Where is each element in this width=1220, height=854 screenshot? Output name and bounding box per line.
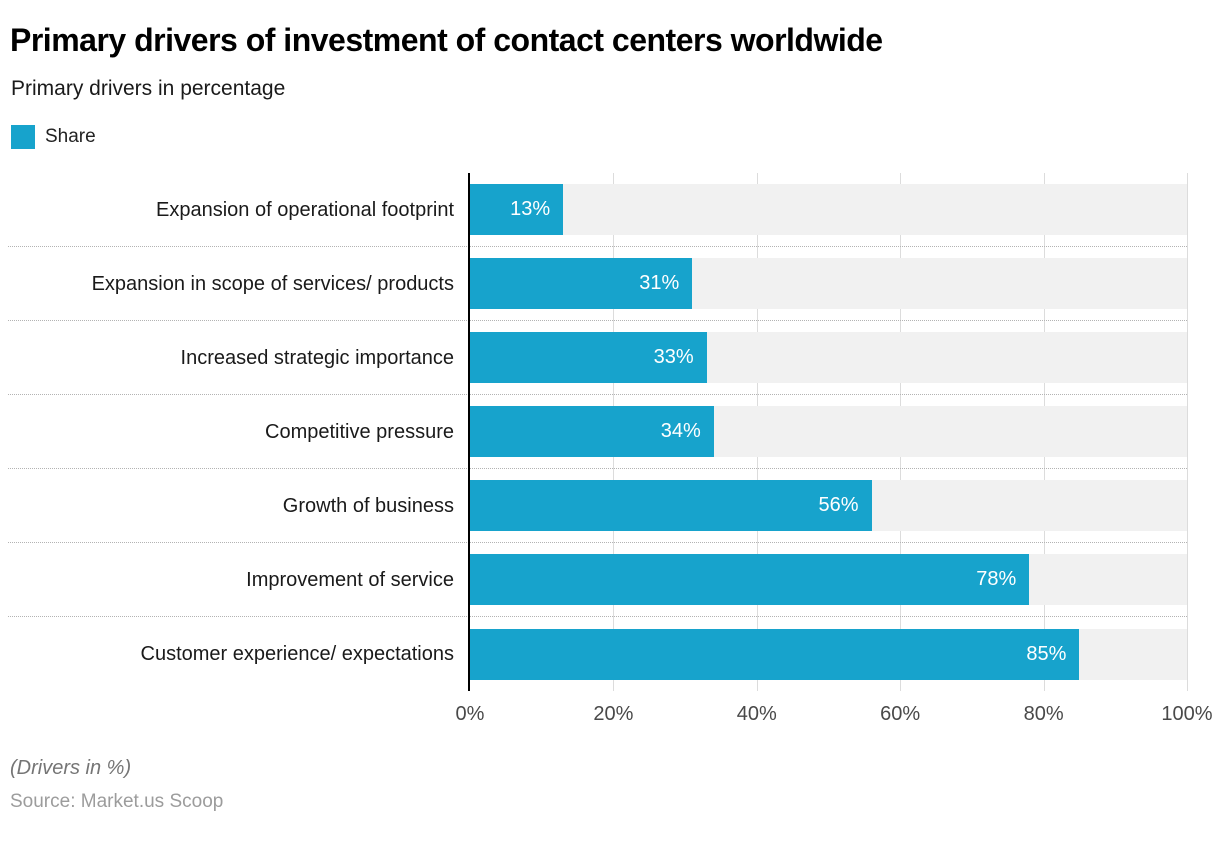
bar-chart: Expansion of operational footprint 13% Exp… xyxy=(0,173,1220,735)
x-tick-label: 20% xyxy=(593,703,634,725)
value-label: 31% xyxy=(639,272,680,294)
category-label: Growth of business xyxy=(282,494,454,517)
bar-cell: 78% xyxy=(470,554,1187,605)
value-label: 13% xyxy=(510,198,551,220)
bar-track xyxy=(470,184,1187,235)
chart-row: Competitive pressure 34% xyxy=(8,395,1187,469)
plot-area: Expansion of operational footprint 13% Exp… xyxy=(8,173,1188,691)
bar-cell: 56% xyxy=(470,480,1187,531)
bar-cell: 85% xyxy=(470,628,1187,680)
bar-cell: 34% xyxy=(470,406,1187,457)
category-label: Competitive pressure xyxy=(265,420,454,443)
chart-row: Growth of business 56% xyxy=(8,469,1187,543)
bar: 13% xyxy=(470,184,564,235)
y-axis-line xyxy=(468,173,470,691)
page-title: Primary drivers of investment of contact… xyxy=(10,22,883,58)
chart-row: Increased strategic importance 33% xyxy=(8,321,1187,395)
x-tick-label: 0% xyxy=(455,703,485,725)
x-tick-label: 100% xyxy=(1161,703,1213,725)
gridline xyxy=(1187,173,1188,691)
legend-swatch xyxy=(11,125,35,149)
category-label: Customer experience/ expectations xyxy=(140,643,455,665)
x-tick-label: 80% xyxy=(1023,703,1064,725)
chart-row: Customer experience/ expectations 85% xyxy=(8,617,1187,691)
value-label: 33% xyxy=(653,346,694,368)
source-text: Source: Market.us Scoop xyxy=(10,791,224,812)
chart-row: Improvement of service 78% xyxy=(8,543,1187,617)
bar: 56% xyxy=(470,480,872,531)
footer-note: (Drivers in %) xyxy=(10,757,132,779)
x-tick-label: 60% xyxy=(880,703,921,725)
value-label: 85% xyxy=(1026,642,1067,665)
bar: 85% xyxy=(470,628,1080,680)
bar: 33% xyxy=(470,332,707,383)
chart-rows: Expansion of operational footprint 13% Exp… xyxy=(8,173,1187,691)
chart-row: Expansion in scope of services/ products… xyxy=(8,247,1187,321)
bar: 31% xyxy=(470,258,693,309)
value-label: 78% xyxy=(976,568,1017,590)
x-tick-label: 40% xyxy=(736,703,777,725)
category-label: Improvement of service xyxy=(246,568,454,591)
legend: Share xyxy=(0,101,1220,149)
chart-subtitle: Primary drivers in percentage xyxy=(11,77,286,100)
legend-label: Share xyxy=(45,126,96,147)
x-axis: 0% 20% 40% 60% 80% 100% xyxy=(456,691,1213,735)
bar-cell: 31% xyxy=(470,258,1187,309)
category-label: Expansion of operational footprint xyxy=(156,198,454,221)
bar: 78% xyxy=(470,554,1030,605)
value-label: 34% xyxy=(660,420,701,442)
bar-cell: 33% xyxy=(470,332,1187,383)
category-label: Increased strategic importance xyxy=(180,346,454,369)
bar: 34% xyxy=(470,406,714,457)
chart-row: Expansion of operational footprint 13% xyxy=(8,173,1187,247)
value-label: 56% xyxy=(818,494,859,516)
bar-cell: 13% xyxy=(470,184,1187,235)
category-label: Expansion in scope of services/ products xyxy=(91,272,454,295)
